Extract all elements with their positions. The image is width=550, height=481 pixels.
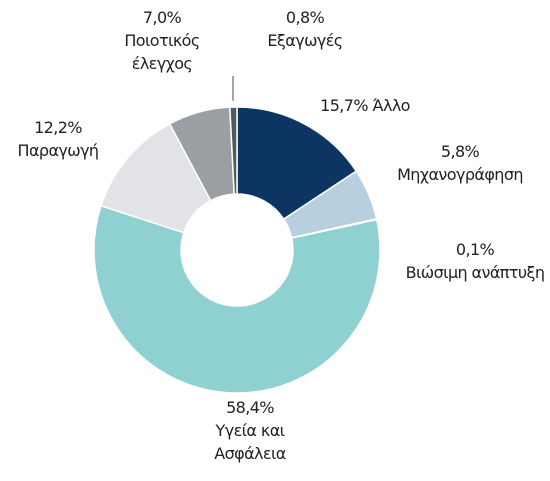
value-label: 12,2%	[34, 118, 82, 137]
slice-label: 12,2% Παραγωγή	[0, 116, 116, 162]
slice-label: 58,4% Υγεία και Ασφάλεια	[195, 396, 305, 465]
value-label: 15,7%	[320, 96, 368, 115]
value-label: 0,1%	[455, 240, 495, 259]
value-label: 5,8%	[440, 142, 480, 161]
slice-label: 0,1% Βιώσιμη ανάπτυξη	[395, 238, 550, 284]
slice-label: 0,8% Εξαγωγές	[250, 6, 360, 52]
category-label: Βιώσιμη ανάπτυξη	[405, 263, 545, 282]
donut-segment	[236, 106, 358, 221]
value-label: 7,0%	[142, 8, 182, 27]
category-label: Παραγωγή	[17, 141, 100, 160]
donut-segment	[229, 106, 238, 195]
category-label: Ποιοτικός έλεγχος	[124, 31, 200, 73]
slice-label: 15,7% Άλλο	[300, 94, 430, 117]
value-label: 0,8%	[285, 8, 325, 27]
donut-segment	[93, 204, 381, 394]
category-label: Υγεία και Ασφάλεια	[214, 421, 286, 463]
category-label: Εξαγωγές	[267, 31, 343, 50]
value-label: 58,4%	[226, 398, 274, 417]
slice-label: 7,0% Ποιοτικός έλεγχος	[112, 6, 212, 75]
category-label: Μηχανογράφηση	[397, 165, 523, 184]
slice-label: 5,8% Μηχανογράφηση	[385, 140, 535, 186]
category-label: Άλλο	[372, 96, 410, 115]
